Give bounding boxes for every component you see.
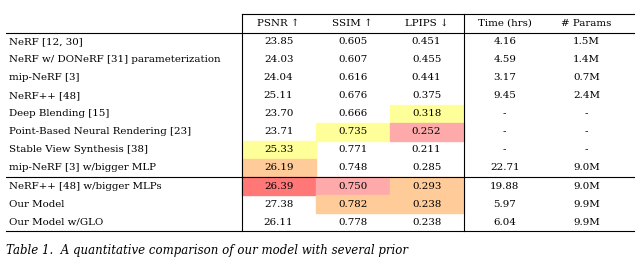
Bar bbox=[390, 123, 463, 141]
Text: 9.0M: 9.0M bbox=[573, 163, 600, 173]
Text: # Params: # Params bbox=[561, 19, 612, 28]
Text: NeRF w/ DONeRF [31] parameterization: NeRF w/ DONeRF [31] parameterization bbox=[9, 55, 221, 64]
Text: 9.9M: 9.9M bbox=[573, 200, 600, 209]
Text: 0.750: 0.750 bbox=[338, 181, 367, 191]
Text: 0.451: 0.451 bbox=[412, 37, 442, 46]
Text: 0.441: 0.441 bbox=[412, 73, 442, 82]
Text: 6.04: 6.04 bbox=[493, 218, 516, 227]
Text: Table 1.  A quantitative comparison of our model with several prior: Table 1. A quantitative comparison of ou… bbox=[6, 244, 408, 258]
Text: 0.676: 0.676 bbox=[338, 91, 367, 100]
Text: Our Model: Our Model bbox=[9, 200, 64, 209]
Text: Our Model w/GLO: Our Model w/GLO bbox=[9, 218, 103, 227]
Text: -: - bbox=[503, 127, 506, 136]
Text: 3.17: 3.17 bbox=[493, 73, 516, 82]
Text: 26.39: 26.39 bbox=[264, 181, 293, 191]
Text: 4.59: 4.59 bbox=[493, 55, 516, 64]
Text: 0.607: 0.607 bbox=[338, 55, 367, 64]
Text: 23.70: 23.70 bbox=[264, 109, 293, 118]
Text: NeRF [12, 30]: NeRF [12, 30] bbox=[9, 37, 83, 46]
Text: 23.85: 23.85 bbox=[264, 37, 293, 46]
Bar bbox=[316, 195, 390, 213]
Text: -: - bbox=[503, 109, 506, 118]
Text: 0.238: 0.238 bbox=[412, 218, 442, 227]
Text: 0.375: 0.375 bbox=[412, 91, 441, 100]
Bar bbox=[316, 177, 390, 195]
Text: 0.211: 0.211 bbox=[412, 146, 442, 154]
Text: 26.11: 26.11 bbox=[264, 218, 293, 227]
Text: 0.252: 0.252 bbox=[412, 127, 442, 136]
Text: 1.5M: 1.5M bbox=[573, 37, 600, 46]
Text: 24.03: 24.03 bbox=[264, 55, 293, 64]
Text: 26.19: 26.19 bbox=[264, 163, 293, 173]
Text: 9.9M: 9.9M bbox=[573, 218, 600, 227]
Bar bbox=[390, 195, 463, 213]
Text: Deep Blending [15]: Deep Blending [15] bbox=[9, 109, 109, 118]
Text: 23.71: 23.71 bbox=[264, 127, 293, 136]
Text: mip-NeRF [3] w/bigger MLP: mip-NeRF [3] w/bigger MLP bbox=[9, 163, 156, 173]
Text: 0.771: 0.771 bbox=[338, 146, 367, 154]
Text: 0.778: 0.778 bbox=[338, 218, 367, 227]
Text: 0.285: 0.285 bbox=[412, 163, 442, 173]
Text: 4.16: 4.16 bbox=[493, 37, 516, 46]
Text: 0.735: 0.735 bbox=[338, 127, 367, 136]
Text: 9.0M: 9.0M bbox=[573, 181, 600, 191]
Text: 0.293: 0.293 bbox=[412, 181, 442, 191]
Bar bbox=[242, 141, 316, 159]
Text: 0.238: 0.238 bbox=[412, 200, 442, 209]
Text: 22.71: 22.71 bbox=[490, 163, 520, 173]
Text: Time (hrs): Time (hrs) bbox=[478, 19, 532, 28]
Bar bbox=[242, 159, 316, 177]
Text: PSNR ↑: PSNR ↑ bbox=[257, 19, 300, 28]
Text: 1.4M: 1.4M bbox=[573, 55, 600, 64]
Text: 25.33: 25.33 bbox=[264, 146, 293, 154]
Text: 19.88: 19.88 bbox=[490, 181, 520, 191]
Text: 27.38: 27.38 bbox=[264, 200, 293, 209]
Bar bbox=[390, 177, 463, 195]
Text: -: - bbox=[585, 146, 588, 154]
Text: 0.318: 0.318 bbox=[412, 109, 442, 118]
Text: -: - bbox=[585, 127, 588, 136]
Text: mip-NeRF [3]: mip-NeRF [3] bbox=[9, 73, 79, 82]
Text: 9.45: 9.45 bbox=[493, 91, 516, 100]
Text: -: - bbox=[585, 109, 588, 118]
Text: 0.605: 0.605 bbox=[338, 37, 367, 46]
Bar bbox=[242, 177, 316, 195]
Text: 0.666: 0.666 bbox=[338, 109, 367, 118]
Text: 0.7M: 0.7M bbox=[573, 73, 600, 82]
Text: 25.11: 25.11 bbox=[264, 91, 293, 100]
Text: 24.04: 24.04 bbox=[264, 73, 293, 82]
Text: Stable View Synthesis [38]: Stable View Synthesis [38] bbox=[9, 146, 148, 154]
Text: NeRF++ [48]: NeRF++ [48] bbox=[9, 91, 80, 100]
Text: 5.97: 5.97 bbox=[493, 200, 516, 209]
Bar bbox=[316, 123, 390, 141]
Text: NeRF++ [48] w/bigger MLPs: NeRF++ [48] w/bigger MLPs bbox=[9, 181, 161, 191]
Bar bbox=[390, 105, 463, 123]
Text: 0.748: 0.748 bbox=[338, 163, 367, 173]
Text: Point-Based Neural Rendering [23]: Point-Based Neural Rendering [23] bbox=[9, 127, 191, 136]
Text: 0.782: 0.782 bbox=[338, 200, 367, 209]
Text: 0.616: 0.616 bbox=[338, 73, 367, 82]
Text: -: - bbox=[503, 146, 506, 154]
Text: 0.455: 0.455 bbox=[412, 55, 442, 64]
Text: LPIPS ↓: LPIPS ↓ bbox=[405, 19, 449, 28]
Text: SSIM ↑: SSIM ↑ bbox=[332, 19, 373, 28]
Text: 2.4M: 2.4M bbox=[573, 91, 600, 100]
